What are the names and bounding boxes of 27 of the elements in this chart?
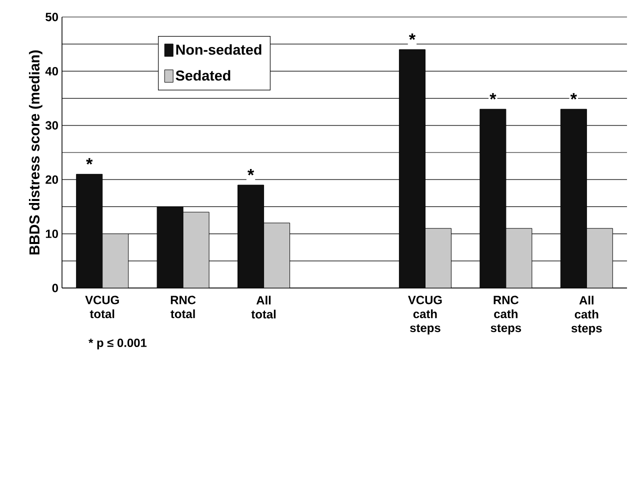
y-tick-label: 50: [46, 12, 58, 22]
bar: [424, 228, 452, 288]
bar: [264, 222, 290, 288]
x-tick-label: RNC cath steps: [490, 296, 522, 334]
annotation: *: [86, 158, 93, 165]
x-tick-label: VCUG cath steps: [408, 296, 442, 334]
y-tick-label: 10: [46, 230, 58, 238]
y-tick-label: 40: [45, 66, 58, 76]
y-tick-label: 30: [45, 121, 58, 130]
text: * p ≤ 0.001: [88, 338, 147, 350]
bar: [102, 234, 129, 288]
x-tick-label: All cath steps: [571, 296, 602, 335]
annotation: *: [570, 93, 577, 100]
x-tick-label: VCUG total: [85, 296, 119, 318]
annotation: *: [247, 168, 254, 176]
bar: [586, 228, 613, 288]
annotation: *: [408, 33, 416, 40]
annotation: *: [490, 93, 496, 100]
legend-label: Non-sedated: [176, 44, 262, 55]
bar: [182, 212, 210, 288]
y-axis-title: BBDS distress score (median): [28, 50, 42, 254]
x-tick-label: All total: [251, 296, 276, 318]
y-tick-label: 20: [46, 175, 58, 184]
bar: [506, 228, 532, 288]
y-tick-label: 0: [52, 284, 58, 292]
legend-label: Sedated: [176, 70, 230, 81]
x-tick-label: RNC total: [170, 296, 196, 318]
